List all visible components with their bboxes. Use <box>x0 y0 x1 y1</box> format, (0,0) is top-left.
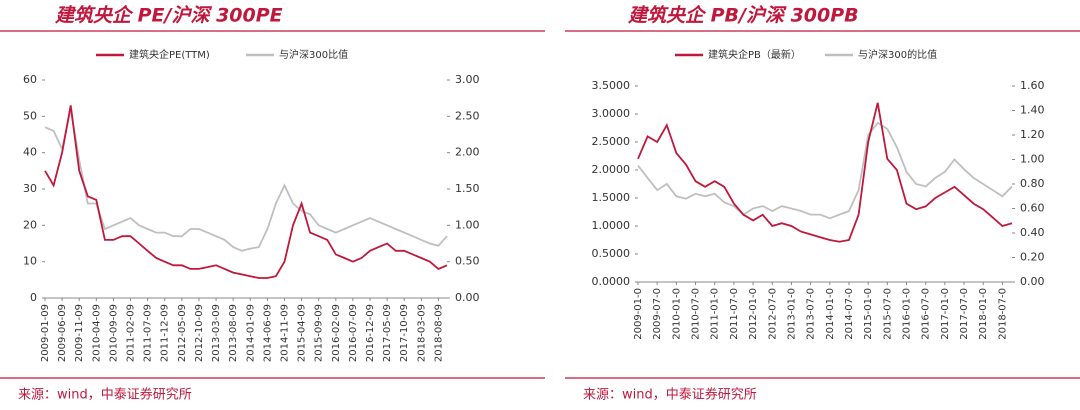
x-tick-label: 2017-10-09 <box>399 304 410 362</box>
y2-tick-label: 1.40 <box>1020 104 1045 117</box>
x-tick-label: 2013-07-0 <box>806 288 817 340</box>
x-tick-label: 2012-01-0 <box>748 288 759 340</box>
x-tick-label: 2012-10-09 <box>194 304 205 362</box>
chart-title: 建筑央企 PE/沪深 300PE <box>54 5 283 27</box>
legend-label: 建筑央企PE(TTM) <box>129 48 210 61</box>
x-tick-label: 2015-07-0 <box>882 288 893 340</box>
x-tick-label: 2017-07-0 <box>959 288 970 340</box>
y2-tick-label: 1.60 <box>1020 79 1045 92</box>
x-tick-label: 2010-01-0 <box>671 288 682 340</box>
y-tick-label: 3.5000 <box>592 79 631 92</box>
x-tick-label: 2018-03-09 <box>416 304 427 362</box>
y-tick-label: 30 <box>23 182 37 195</box>
x-tick-label: 2010-04-09 <box>91 304 102 362</box>
y-tick-label: 60 <box>23 73 37 86</box>
x-tick-label: 2015-01-0 <box>863 288 874 340</box>
x-tick-label: 2016-12-09 <box>365 304 376 362</box>
x-tick-label: 2016-02-09 <box>331 304 342 362</box>
x-tick-label: 2011-01-0 <box>710 288 721 340</box>
y2-tick-label: 0.50 <box>455 255 480 268</box>
x-tick-label: 2009-06-09 <box>57 304 68 362</box>
x-tick-label: 2009-11-09 <box>74 304 85 362</box>
y-tick-label: 0 <box>30 291 37 304</box>
x-tick-label: 2018-01-0 <box>978 288 989 340</box>
x-tick-label: 2009-01-0 <box>633 288 644 340</box>
chart-title: 建筑央企 PB/沪深 300PB <box>627 5 859 27</box>
x-tick-label: 2013-08-09 <box>228 304 239 362</box>
y-tick-label: 50 <box>23 109 37 122</box>
x-tick-label: 2014-06-09 <box>262 304 273 362</box>
y2-tick-label: 0.00 <box>1020 275 1045 288</box>
y-tick-label: 10 <box>23 255 37 268</box>
series-line <box>637 121 1013 220</box>
y-tick-label: 0.0000 <box>592 275 631 288</box>
series-line <box>44 108 448 252</box>
y-tick-label: 20 <box>23 218 37 231</box>
x-tick-label: 2010-07-0 <box>691 288 702 340</box>
x-tick-label: 2013-03-09 <box>211 304 222 362</box>
y2-tick-label: 0.80 <box>1020 177 1045 190</box>
x-tick-label: 2009-01-09 <box>40 304 51 362</box>
x-tick-label: 2014-01-09 <box>245 304 256 362</box>
x-tick-label: 2016-07-0 <box>921 288 932 340</box>
y2-tick-label: 3.00 <box>455 73 480 86</box>
legend-label: 与沪深300比值 <box>279 48 348 61</box>
x-tick-label: 2014-07-0 <box>844 288 855 340</box>
x-tick-label: 2012-05-09 <box>177 304 188 362</box>
y2-tick-label: 1.00 <box>1020 153 1045 166</box>
x-tick-label: 2011-12-09 <box>160 304 171 362</box>
x-tick-label: 2017-05-09 <box>382 304 393 362</box>
y2-tick-label: 0.60 <box>1020 202 1045 215</box>
y2-tick-label: 2.50 <box>455 109 480 122</box>
x-tick-label: 2018-08-09 <box>433 304 444 362</box>
x-tick-label: 2015-04-09 <box>297 304 308 362</box>
y-tick-label: 3.0000 <box>592 107 631 120</box>
y2-tick-label: 0.20 <box>1020 251 1045 264</box>
y2-tick-label: 1.00 <box>455 218 480 231</box>
y2-tick-label: 1.20 <box>1020 128 1045 141</box>
y-tick-label: 2.0000 <box>592 163 631 176</box>
y-tick-label: 1.5000 <box>592 191 631 204</box>
y-tick-label: 40 <box>23 146 37 159</box>
x-tick-label: 2011-07-09 <box>143 304 154 362</box>
x-tick-label: 2018-07-0 <box>997 288 1008 340</box>
y2-tick-label: 2.00 <box>455 146 480 159</box>
x-tick-label: 2016-07-09 <box>348 304 359 362</box>
y2-tick-label: 0.00 <box>455 291 480 304</box>
series-line <box>44 105 448 279</box>
x-tick-label: 2010-09-09 <box>108 304 119 362</box>
y-tick-label: 1.0000 <box>592 219 631 232</box>
legend-label: 建筑央企PB（最新） <box>708 48 801 61</box>
x-tick-label: 2017-01-0 <box>940 288 951 340</box>
x-tick-label: 2009-07-0 <box>652 288 663 340</box>
x-tick-label: 2014-01-0 <box>825 288 836 340</box>
x-tick-label: 2016-01-0 <box>902 288 913 340</box>
source: 来源：wind，中泰证券研究所 <box>18 387 192 403</box>
x-tick-label: 2011-02-09 <box>126 304 137 362</box>
y-tick-label: 2.5000 <box>592 135 631 148</box>
x-tick-label: 2014-11-09 <box>279 304 290 362</box>
legend-label: 与沪深300的比值 <box>858 48 937 61</box>
source: 来源：wind，中泰证券研究所 <box>583 387 757 403</box>
series-line <box>637 102 1013 243</box>
x-tick-label: 2013-01-0 <box>786 288 797 340</box>
y-tick-label: 0.5000 <box>592 247 631 260</box>
y2-tick-label: 0.40 <box>1020 226 1045 239</box>
x-tick-label: 2011-07-0 <box>729 288 740 340</box>
x-tick-label: 2015-09-09 <box>314 304 325 362</box>
x-tick-label: 2012-07-0 <box>767 288 778 340</box>
y2-tick-label: 1.50 <box>455 182 480 195</box>
